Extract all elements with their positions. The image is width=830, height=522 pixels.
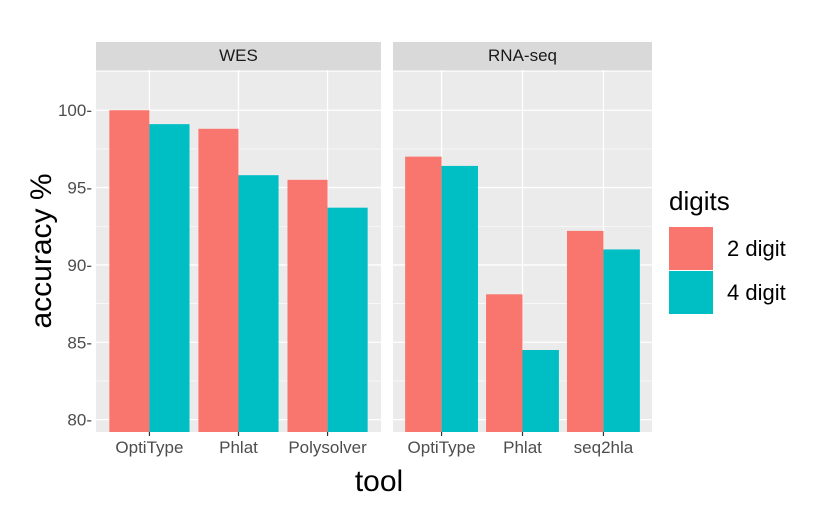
y-axis-title: accuracy %: [25, 173, 58, 328]
y-tick-label: 85-: [67, 333, 92, 352]
y-tick-label: 100-: [58, 101, 92, 120]
legend-title: digits: [669, 186, 730, 216]
facet-strip-label: WES: [219, 46, 258, 65]
legend-key-4-digit: [669, 271, 713, 314]
bar-phlat-4-digit: [238, 175, 279, 432]
bar-phlat-2-digit: [198, 128, 239, 433]
bar-seq2hla-2-digit: [567, 230, 604, 432]
y-tick-label: 90-: [67, 256, 92, 275]
legend: digits 2 digit 4 digit: [669, 186, 786, 314]
facet-strip-label: RNA-seq: [488, 46, 557, 65]
bar-phlat-4-digit: [522, 350, 559, 432]
facet-strip: [393, 42, 652, 70]
legend-label: 2 digit: [727, 236, 786, 261]
y-tick-label: 95-: [67, 179, 92, 198]
bar-polysolver-2-digit: [287, 179, 328, 432]
chart-panels: WES OptiType Phlat Polysolver RNA-seq OptiTyp…: [96, 42, 652, 457]
bar-seq2hla-4-digit: [603, 249, 640, 432]
y-axis: 80- 85- 90- 95- 100-: [58, 101, 92, 429]
x-tick-label: Phlat: [503, 438, 542, 457]
bar-polysolver-4-digit: [327, 207, 368, 432]
x-tick-label: OptiType: [115, 438, 183, 457]
bar-phlat-2-digit: [486, 294, 523, 432]
legend-label: 4 digit: [727, 280, 786, 305]
facet-strip: [96, 42, 381, 70]
x-tick-label: OptiType: [408, 438, 476, 457]
bar-optitype-4-digit: [441, 165, 478, 432]
facet-panel-1: RNA-seq OptiType Phlat seq2hla: [393, 42, 652, 457]
bar-optitype-2-digit: [405, 156, 442, 432]
y-tick-label: 80-: [67, 411, 92, 430]
bar-optitype-2-digit: [109, 110, 150, 432]
x-tick-label: Polysolver: [288, 438, 367, 457]
facet-panel-0: WES OptiType Phlat Polysolver: [96, 42, 381, 457]
legend-key-2-digit: [669, 227, 713, 270]
x-tick-label: Phlat: [219, 438, 258, 457]
bar-optitype-4-digit: [149, 124, 190, 433]
x-axis-title: tool: [355, 465, 403, 498]
x-tick-label: seq2hla: [574, 438, 634, 457]
